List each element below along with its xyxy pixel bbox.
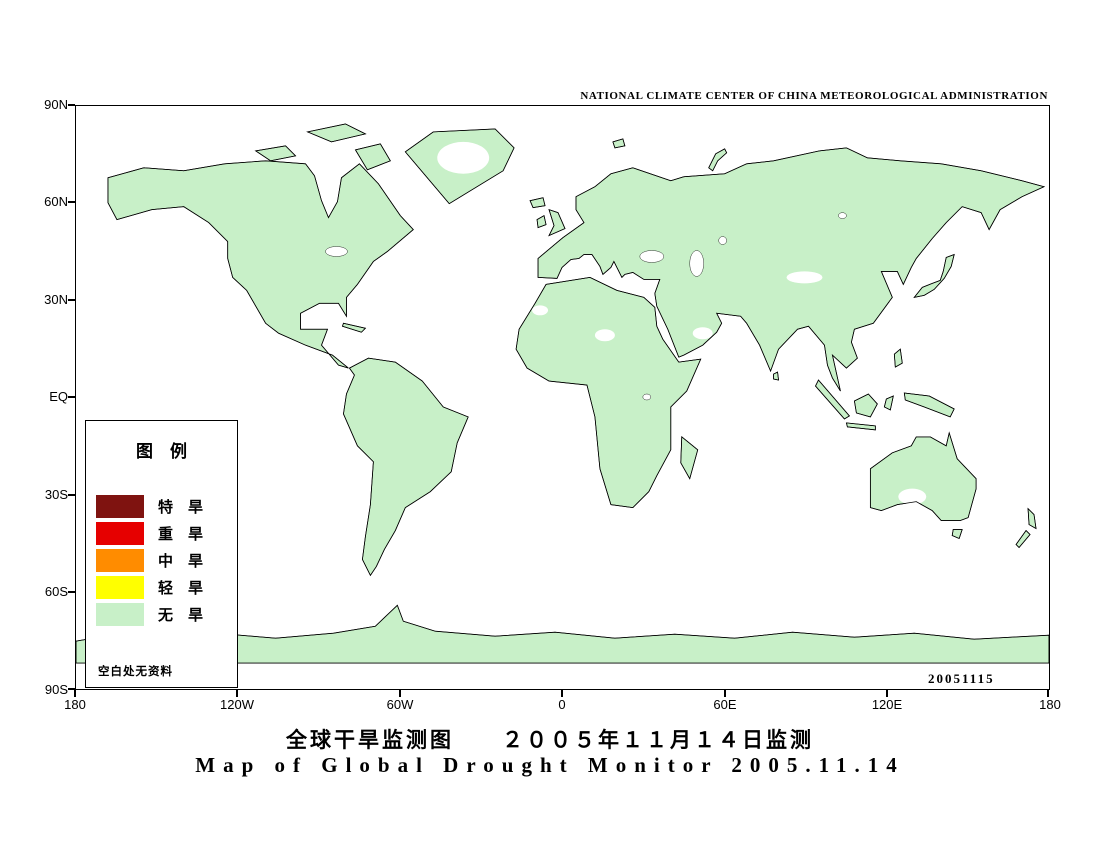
world-map-svg [76, 106, 1049, 689]
lat-label-30s: 30S [44, 487, 68, 502]
legend-item-moderate: 中 旱 [96, 547, 231, 574]
legend-footnote: 空白处无资料 [98, 666, 173, 678]
lon-tick [1047, 690, 1049, 697]
legend-title: 图 例 [136, 442, 187, 461]
legend-label: 轻 旱 [158, 580, 204, 597]
lon-tick [886, 690, 888, 697]
lon-label-120w: 120W [220, 697, 254, 712]
no-data-patches [325, 141, 927, 505]
lon-tick [74, 690, 76, 697]
lon-tick [236, 690, 238, 697]
map-title-english: Map of Global Drought Monitor 2005.11.14 [195, 753, 905, 777]
lat-tick [68, 104, 75, 106]
no-drought-swatch [96, 603, 144, 626]
legend-item-extreme: 特 旱 [96, 493, 231, 520]
legend-item-light: 轻 旱 [96, 574, 231, 601]
lat-tick [68, 299, 75, 301]
world-map [75, 105, 1050, 690]
legend-item-severe: 重 旱 [96, 520, 231, 547]
lon-label-180w: 180 [64, 697, 86, 712]
legend-label: 无 旱 [158, 607, 204, 624]
extreme-drought-swatch [96, 495, 144, 518]
legend-box: 图 例 特 旱 重 旱 中 旱 轻 旱 无 旱 空白处无资料 [85, 420, 238, 688]
legend-label: 中 旱 [158, 553, 204, 570]
lat-tick [68, 688, 75, 690]
map-date-stamp: 20051115 [928, 671, 995, 686]
lat-label-90n: 90N [44, 97, 68, 112]
lon-tick [561, 690, 563, 697]
lon-label-120e: 120E [871, 697, 903, 712]
lat-label-60s: 60S [44, 584, 68, 599]
lat-label-30n: 30N [44, 292, 68, 307]
lon-label-0: 0 [558, 697, 566, 712]
legend-label: 重 旱 [158, 526, 204, 543]
agency-name-english: NATIONAL CLIMATE CENTER OF CHINA METEORO… [580, 90, 1048, 102]
legend-item-none: 无 旱 [96, 601, 231, 628]
lat-tick [68, 396, 75, 398]
lon-label-60w: 60W [386, 697, 414, 712]
lat-tick [68, 201, 75, 203]
light-drought-swatch [96, 576, 144, 599]
moderate-drought-swatch [96, 549, 144, 572]
lat-label-60n: 60N [44, 194, 68, 209]
lon-tick [399, 690, 401, 697]
lon-label-180e: 180 [1039, 697, 1061, 712]
lat-tick [68, 494, 75, 496]
legend-rows: 特 旱 重 旱 中 旱 轻 旱 无 旱 [96, 493, 231, 628]
legend-label: 特 旱 [158, 499, 204, 516]
lon-tick [724, 690, 726, 697]
lat-label-90s: 90S [44, 682, 68, 697]
lat-tick [68, 591, 75, 593]
severe-drought-swatch [96, 522, 144, 545]
map-title-chinese: 全球干旱监测图 ２００５年１１月１４日监测 [286, 729, 814, 752]
lat-label-eq: EQ [49, 389, 68, 404]
lon-label-60e: 60E [713, 697, 737, 712]
